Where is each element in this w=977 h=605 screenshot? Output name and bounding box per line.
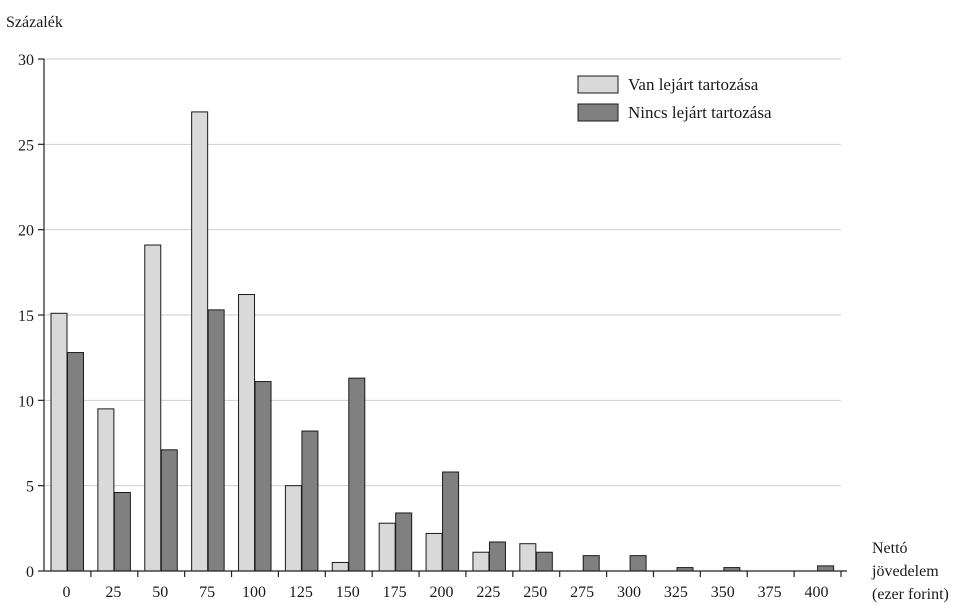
legend: Van lejárt tartozása Nincs lejárt tartozá… <box>577 75 772 122</box>
legend-label: Nincs lejárt tartozása <box>628 103 772 122</box>
bar-van-175 <box>378 522 396 572</box>
bar-nincs-150 <box>348 377 366 572</box>
legend-label: Van lejárt tartozása <box>628 75 759 94</box>
x-tick-label: 400 <box>805 584 829 601</box>
bar-van-225 <box>472 551 490 572</box>
bar-nincs-0 <box>67 352 84 572</box>
x-tick-label: 200 <box>430 584 454 601</box>
legend-swatch <box>577 75 619 94</box>
y-tick-label: 10 <box>18 393 34 410</box>
x-tick-label: 375 <box>758 584 782 601</box>
bars <box>50 111 835 572</box>
x-tick-label: 250 <box>523 584 547 601</box>
x-tick-label: 0 <box>62 584 70 601</box>
bar-nincs-275 <box>582 555 600 572</box>
y-tick-label: 5 <box>26 479 34 496</box>
x-tick-label: 275 <box>570 584 594 601</box>
bar-nincs-25 <box>113 491 131 572</box>
bar-van-0 <box>50 312 68 572</box>
x-axis-title-line: Nettó <box>872 540 908 557</box>
bar-van-250 <box>519 543 537 572</box>
bar-nincs-50 <box>160 449 178 572</box>
bar-nincs-300 <box>629 555 647 572</box>
x-tick-label: 100 <box>242 584 266 601</box>
x-axis-title-line: jövedelem <box>871 563 939 580</box>
y-axis-title: Százalék <box>6 14 63 31</box>
y-axis-ticks: 0 5 10 15 20 25 30 <box>18 52 44 581</box>
bar-van-150 <box>331 561 349 572</box>
x-axis-ticks: 0 25 50 75 100 125 150 175 200 225 250 275 300 325 350… <box>62 571 842 601</box>
y-tick-label: 15 <box>18 308 34 325</box>
legend-swatch <box>577 103 619 122</box>
gridlines <box>44 58 841 487</box>
y-tick-label: 25 <box>18 137 34 154</box>
x-axis-title-line: (ezer forint) <box>872 586 949 603</box>
x-tick-label: 50 <box>152 584 168 601</box>
y-tick-label: 30 <box>18 52 34 69</box>
x-tick-label: 125 <box>289 584 313 601</box>
bar-nincs-400 <box>817 565 835 572</box>
x-tick-label: 325 <box>664 584 688 601</box>
bar-nincs-250 <box>535 551 553 572</box>
x-tick-label: 225 <box>476 584 500 601</box>
x-tick-label: 350 <box>711 584 735 601</box>
bar-van-100 <box>238 294 256 572</box>
bar-van-200 <box>425 532 443 572</box>
bar-van-75 <box>191 111 209 572</box>
x-tick-label: 150 <box>336 584 360 601</box>
y-tick-label: 0 <box>26 564 34 581</box>
y-tick-label: 20 <box>18 223 34 240</box>
bar-van-125 <box>284 485 302 572</box>
x-tick-label: 75 <box>199 584 215 601</box>
bar-nincs-225 <box>488 541 506 572</box>
bar-van-50 <box>144 244 162 572</box>
bar-nincs-125 <box>301 430 319 572</box>
x-tick-label: 25 <box>105 584 121 601</box>
bar-nincs-100 <box>254 381 272 572</box>
bar-nincs-200 <box>442 471 460 572</box>
x-tick-label: 300 <box>617 584 641 601</box>
bar-nincs-75 <box>207 309 225 572</box>
bar-van-25 <box>97 408 115 572</box>
x-axis-title: Nettó jövedelem (ezer forint) <box>871 540 949 603</box>
x-tick-label: 175 <box>383 584 407 601</box>
bar-nincs-175 <box>395 512 413 572</box>
